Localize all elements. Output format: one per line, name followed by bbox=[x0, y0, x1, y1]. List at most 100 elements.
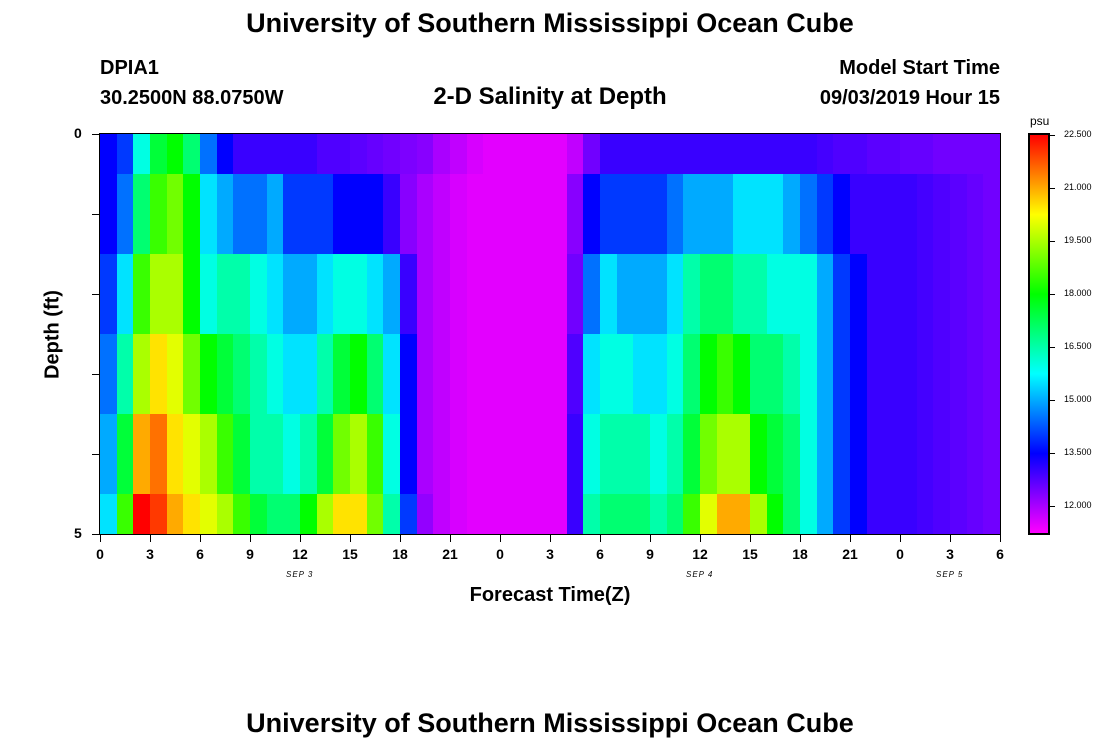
colorbar-tick-label: 13.500 bbox=[1064, 447, 1092, 458]
heatmap-cell bbox=[716, 174, 734, 255]
colorbar-tick bbox=[1050, 347, 1055, 349]
heatmap-cell bbox=[733, 174, 751, 255]
heatmap-cell bbox=[533, 174, 551, 255]
heatmap-cell bbox=[400, 134, 418, 175]
heatmap-cell bbox=[566, 414, 584, 495]
heatmap-cell bbox=[666, 334, 684, 415]
heatmap-cell bbox=[150, 414, 168, 495]
heatmap-cell bbox=[383, 494, 401, 535]
x-tick bbox=[349, 535, 351, 542]
x-tick bbox=[549, 535, 551, 542]
heatmap-cell bbox=[500, 414, 518, 495]
heatmap-cell bbox=[850, 134, 868, 175]
colorbar-tick-label: 18.000 bbox=[1064, 288, 1092, 299]
heatmap-cell bbox=[900, 334, 918, 415]
x-axis-label: Forecast Time(Z) bbox=[469, 584, 631, 606]
heatmap-cell bbox=[316, 494, 334, 535]
heatmap-cell bbox=[566, 174, 584, 255]
salinity-heatmap bbox=[100, 134, 1001, 535]
heatmap-cell bbox=[316, 174, 334, 255]
heatmap-cell bbox=[883, 414, 901, 495]
heatmap-cell bbox=[400, 174, 418, 255]
heatmap-cell bbox=[383, 414, 401, 495]
heatmap-cell bbox=[266, 174, 284, 255]
colorbar-tick bbox=[1050, 188, 1055, 190]
heatmap-cell bbox=[883, 494, 901, 535]
heatmap-cell bbox=[266, 334, 284, 415]
heatmap-cell bbox=[900, 134, 918, 175]
heatmap-cell bbox=[250, 134, 268, 175]
station-coords: 30.2500N 88.0750W bbox=[100, 87, 284, 109]
heatmap-cell bbox=[650, 334, 668, 415]
heatmap-cell bbox=[983, 414, 1001, 495]
heatmap-cell bbox=[916, 334, 934, 415]
x-tick bbox=[249, 535, 251, 542]
heatmap-cell bbox=[150, 134, 168, 175]
heatmap-cell bbox=[433, 494, 451, 535]
heatmap-cell bbox=[233, 414, 251, 495]
heatmap-cell bbox=[900, 174, 918, 255]
heatmap-cell bbox=[116, 174, 134, 255]
heatmap-cell bbox=[616, 254, 634, 335]
heatmap-cell bbox=[366, 134, 384, 175]
heatmap-cell bbox=[866, 494, 884, 535]
x-tick bbox=[149, 535, 151, 542]
heatmap-cell bbox=[700, 494, 718, 535]
heatmap-cell bbox=[416, 254, 434, 335]
colorbar-tick bbox=[1050, 294, 1055, 296]
heatmap-cell bbox=[400, 254, 418, 335]
heatmap-cell bbox=[216, 494, 234, 535]
heatmap-cell bbox=[450, 254, 468, 335]
heatmap-cell bbox=[100, 174, 118, 255]
heatmap-cell bbox=[300, 174, 318, 255]
heatmap-cell bbox=[433, 334, 451, 415]
heatmap-cell bbox=[716, 254, 734, 335]
heatmap-cell bbox=[500, 334, 518, 415]
heatmap-cell bbox=[100, 494, 118, 535]
x-tick-label: 6 bbox=[196, 546, 204, 562]
heatmap-cell bbox=[816, 174, 834, 255]
heatmap-cell bbox=[183, 414, 201, 495]
heatmap-cell bbox=[950, 174, 968, 255]
heatmap-cell bbox=[333, 414, 351, 495]
heatmap-cell bbox=[516, 254, 534, 335]
heatmap-cell bbox=[800, 174, 818, 255]
heatmap-cell bbox=[800, 134, 818, 175]
heatmap-cell bbox=[700, 134, 718, 175]
heatmap-cell bbox=[533, 254, 551, 335]
x-tick-label: 3 bbox=[946, 546, 954, 562]
heatmap-cell bbox=[466, 494, 484, 535]
heatmap-cell bbox=[750, 254, 768, 335]
heatmap-cell bbox=[333, 174, 351, 255]
colorbar-tick bbox=[1050, 135, 1055, 136]
x-tick bbox=[199, 535, 201, 542]
heatmap-cell bbox=[500, 174, 518, 255]
heatmap-cell bbox=[683, 174, 701, 255]
heatmap-cell bbox=[133, 174, 151, 255]
heatmap-cell bbox=[600, 254, 618, 335]
heatmap-cell bbox=[716, 494, 734, 535]
heatmap-cell bbox=[983, 494, 1001, 535]
heatmap-cell bbox=[250, 334, 268, 415]
colorbar-tick-label: 12.000 bbox=[1064, 500, 1092, 511]
x-tick-label: 12 bbox=[292, 546, 308, 562]
heatmap-cell bbox=[183, 494, 201, 535]
heatmap-cell bbox=[633, 134, 651, 175]
heatmap-cell bbox=[200, 334, 218, 415]
x-tick-label: 3 bbox=[546, 546, 554, 562]
heatmap-cell bbox=[616, 334, 634, 415]
heatmap-cell bbox=[666, 414, 684, 495]
heatmap-cell bbox=[383, 334, 401, 415]
heatmap-cell bbox=[666, 134, 684, 175]
heatmap-cell bbox=[616, 174, 634, 255]
x-tick-label: 15 bbox=[342, 546, 358, 562]
heatmap-cell bbox=[833, 254, 851, 335]
heatmap-cell bbox=[566, 494, 584, 535]
heatmap-cell bbox=[350, 174, 368, 255]
heatmap-cell bbox=[850, 254, 868, 335]
heatmap-cell bbox=[450, 334, 468, 415]
heatmap-cell bbox=[816, 414, 834, 495]
heatmap-cell bbox=[783, 174, 801, 255]
heatmap-cell bbox=[116, 254, 134, 335]
heatmap-cell bbox=[100, 254, 118, 335]
